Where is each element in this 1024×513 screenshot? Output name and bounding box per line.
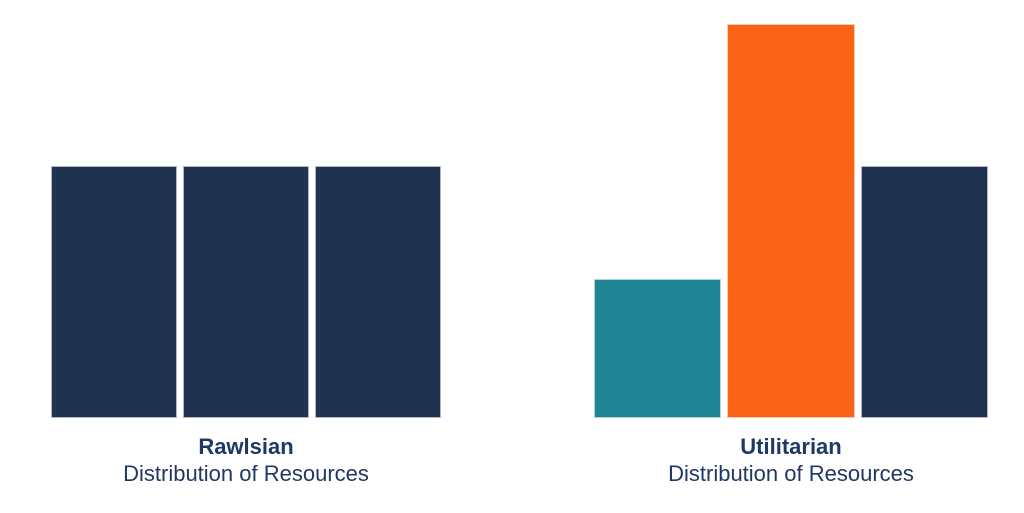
chart-title-utilitarian: Utilitarian bbox=[740, 434, 842, 459]
bar-person-3 bbox=[315, 165, 441, 418]
chart-subtitle-rawlsian: Distribution of Resources bbox=[123, 461, 369, 486]
bar-person-2 bbox=[727, 24, 855, 418]
bar-person-2 bbox=[183, 165, 309, 418]
caption-utilitarian: Utilitarian Distribution of Resources bbox=[594, 434, 988, 488]
chart-title-rawlsian: Rawlsian bbox=[198, 434, 294, 459]
chart-subtitle-utilitarian: Distribution of Resources bbox=[668, 461, 914, 486]
bar-person-3 bbox=[860, 165, 988, 418]
chart-rawlsian: Rawlsian Distribution of Resources bbox=[51, 24, 441, 488]
bar-person-1 bbox=[51, 165, 177, 418]
chart-utilitarian: Utilitarian Distribution of Resources bbox=[594, 24, 988, 488]
plot-area-utilitarian bbox=[594, 24, 988, 418]
bar-person-1 bbox=[594, 278, 722, 418]
plot-area-rawlsian bbox=[51, 24, 441, 418]
caption-rawlsian: Rawlsian Distribution of Resources bbox=[51, 434, 441, 488]
